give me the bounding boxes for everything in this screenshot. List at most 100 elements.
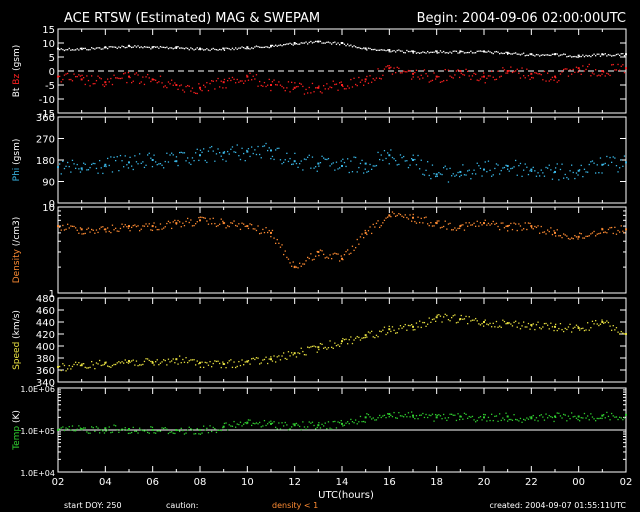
data-point [107,47,109,50]
data-point [100,364,102,367]
data-point [463,412,466,414]
data-point [579,329,581,331]
data-point [148,432,150,434]
data-point [518,53,520,55]
data-point [395,417,397,419]
data-point [479,222,482,224]
data-point [393,329,395,331]
data-point [438,171,440,174]
data-point [363,337,365,339]
data-point [459,70,462,72]
data-point [412,154,414,156]
data-point [302,263,304,265]
data-point [196,428,198,430]
data-point [561,163,563,165]
data-point [625,333,627,335]
data-point [271,155,274,158]
data-point [81,169,83,171]
data-point [257,45,259,48]
data-point [567,178,570,180]
data-point [593,230,595,233]
data-point [243,223,245,225]
data-point [577,169,580,172]
y-axis-label: Phi (gsm) [12,139,22,182]
data-point [388,163,390,165]
data-point [398,49,400,51]
data-point [278,81,280,83]
data-point [268,421,270,423]
data-point [531,170,533,172]
data-point [556,81,558,83]
data-point [132,46,134,48]
data-point [502,319,504,321]
data-point [67,72,69,75]
data-point [187,47,189,50]
data-point [220,218,222,220]
data-point [196,221,198,223]
data-point [139,230,141,232]
y-tick-label: 360 [36,113,55,124]
data-point [89,49,91,51]
data-point [89,166,91,169]
data-point [406,160,408,162]
data-point [510,222,512,225]
data-point [545,166,547,169]
data-point [433,225,435,227]
data-point [332,162,334,164]
data-point [174,362,176,364]
data-point [412,50,414,53]
data-point [303,353,306,356]
data-point [337,168,339,170]
data-point [588,63,590,66]
data-point [271,81,274,83]
data-point [358,76,360,79]
data-point [324,42,326,44]
data-point [507,168,509,170]
data-point [331,258,333,260]
data-point [486,323,488,325]
data-point [587,65,589,68]
data-point [119,46,122,49]
data-point [289,428,291,430]
data-point [467,417,469,420]
data-point [236,225,238,227]
data-point [375,49,378,51]
data-point [105,47,107,49]
data-point [566,235,568,237]
data-point [284,159,286,161]
data-point [316,87,318,89]
data-point [295,162,298,165]
data-point [332,80,334,82]
data-point [359,81,362,83]
data-point [580,327,582,330]
data-point [542,79,544,81]
data-point [575,417,578,419]
data-point [473,72,475,75]
data-point [371,418,373,420]
data-point [623,417,626,419]
data-point [155,226,157,228]
data-point [455,174,458,176]
data-point [188,426,190,428]
data-point [601,319,603,321]
data-point [401,50,403,52]
data-point [97,172,99,174]
data-point [108,230,110,233]
data-point [299,43,301,45]
data-point [198,159,200,162]
data-point [230,79,232,82]
data-point [293,160,296,163]
data-point [513,321,515,324]
data-point [428,414,430,416]
data-point [506,225,509,228]
data-point [251,146,253,148]
data-point [348,45,350,47]
data-point [479,167,482,170]
data-point [139,153,141,155]
data-point [441,51,443,54]
data-point [422,412,424,415]
data-point [467,51,469,54]
data-point [395,332,397,334]
data-point [334,342,336,344]
